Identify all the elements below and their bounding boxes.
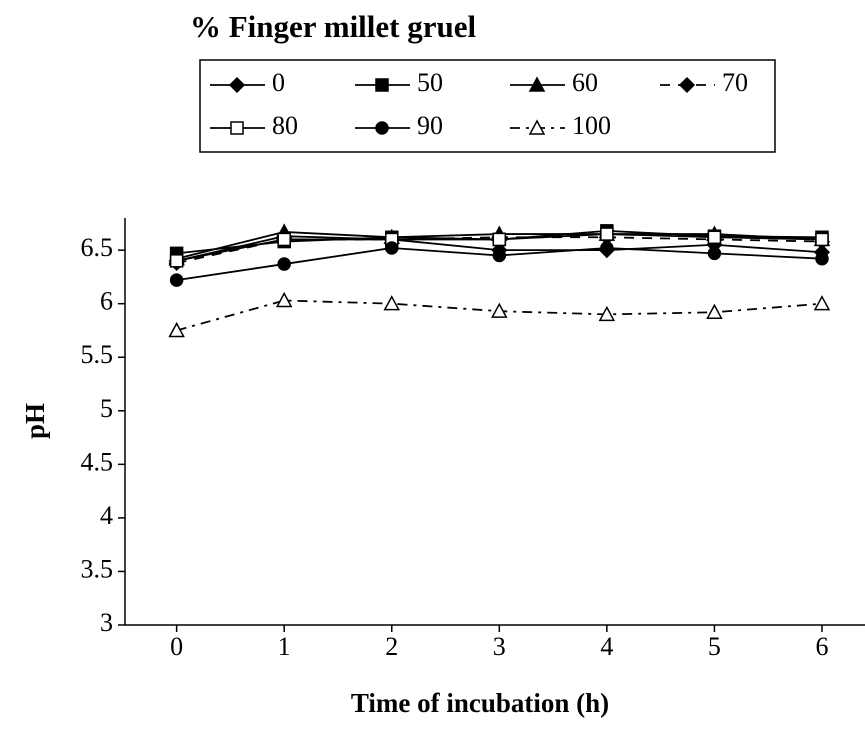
legend-label: 50	[417, 68, 443, 97]
legend-marker	[678, 76, 696, 94]
marker	[169, 273, 184, 287]
x-tick-label: 0	[170, 632, 183, 661]
marker	[600, 227, 614, 241]
marker	[491, 302, 508, 318]
marker	[707, 230, 722, 245]
marker	[815, 232, 829, 247]
x-tick-label: 6	[815, 632, 828, 661]
marker	[277, 232, 291, 247]
y-tick-label: 5	[100, 394, 113, 423]
legend-label: 100	[572, 111, 611, 140]
y-tick-label: 5.5	[81, 340, 114, 369]
marker	[815, 251, 829, 266]
marker	[169, 254, 184, 268]
marker	[275, 291, 293, 308]
y-tick-label: 4	[100, 501, 113, 530]
y-tick-label: 6	[100, 287, 113, 316]
x-tick-label: 1	[278, 632, 291, 661]
legend-marker	[375, 121, 389, 135]
marker	[707, 246, 722, 261]
x-tick-label: 2	[385, 632, 398, 661]
legend-marker	[528, 119, 546, 135]
x-tick-label: 3	[493, 632, 506, 661]
marker	[384, 241, 399, 255]
marker	[706, 303, 723, 320]
legend-label: 70	[722, 68, 748, 97]
x-tick-label: 4	[600, 632, 613, 661]
marker	[598, 305, 616, 322]
legend-label: 90	[417, 111, 443, 140]
legend-label: 80	[272, 111, 298, 140]
marker	[600, 241, 614, 255]
legend-label: 0	[272, 68, 285, 97]
legend-box	[199, 59, 776, 153]
marker	[168, 321, 185, 338]
marker	[383, 295, 400, 311]
x-axis-label: Time of incubation (h)	[351, 688, 609, 718]
legend-marker	[230, 121, 244, 135]
legend-marker	[228, 76, 246, 94]
y-tick-label: 4.5	[81, 447, 114, 476]
legend-marker	[375, 78, 389, 92]
marker	[492, 248, 507, 263]
legend-label: 60	[572, 68, 598, 97]
legend-marker	[528, 76, 546, 92]
marker	[813, 295, 831, 311]
marker	[277, 257, 291, 271]
marker	[492, 232, 507, 247]
y-axis-label: pH	[20, 403, 50, 439]
chart-title: % Finger millet gruel	[190, 9, 477, 44]
y-tick-label: 3	[100, 608, 113, 637]
x-tick-label: 5	[708, 632, 721, 661]
y-tick-label: 6.5	[81, 233, 114, 262]
y-tick-label: 3.5	[81, 554, 114, 583]
